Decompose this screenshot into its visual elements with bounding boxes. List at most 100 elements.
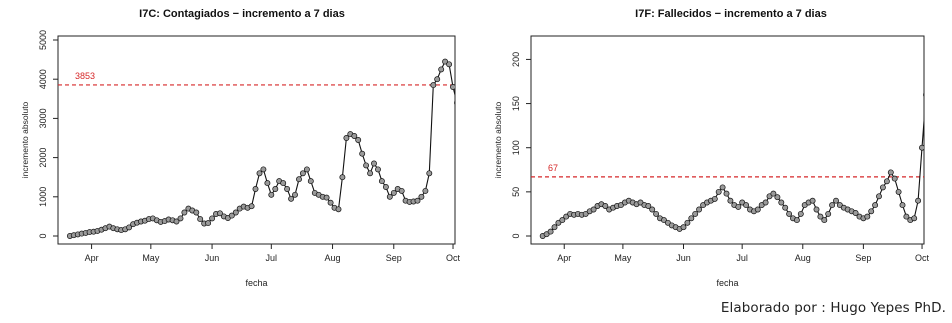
threshold-label: 3853 [75, 71, 95, 81]
data-point [414, 197, 421, 204]
y-tick-label: 1000 [38, 187, 48, 207]
data-point [833, 197, 839, 204]
data-point [228, 212, 235, 219]
x-axis-label: fecha [716, 278, 738, 288]
data-point [248, 203, 255, 210]
y-tick-label: 5000 [38, 30, 48, 50]
data-point [351, 133, 358, 139]
data-point [817, 213, 824, 220]
data-point [935, 61, 940, 66]
data-point [680, 224, 687, 231]
data-point [939, 79, 944, 84]
data-point [268, 191, 275, 198]
y-tick-label: 100 [511, 140, 521, 155]
data-point [126, 224, 133, 231]
y-tick-label: 200 [511, 52, 521, 67]
data-point [770, 190, 777, 197]
data-point [919, 144, 924, 151]
data-point [355, 137, 362, 143]
data-point [852, 210, 859, 216]
data-point [177, 215, 184, 222]
data-point [774, 194, 781, 201]
data-point [727, 197, 734, 204]
author-credit: Elaborado por : Hugo Yepes PhD. [720, 300, 946, 316]
data-point [617, 202, 624, 209]
data-point [692, 210, 699, 217]
data-point [217, 210, 223, 217]
y-tick-label: 3000 [38, 108, 48, 128]
data-point [458, 114, 463, 119]
data-point [711, 195, 718, 202]
x-tick-label: Jul [736, 253, 748, 263]
data-point [899, 202, 906, 209]
y-tick-label: 2000 [38, 148, 48, 168]
series-group [539, 44, 948, 239]
plot-frame [57, 35, 456, 245]
data-point [903, 213, 910, 220]
x-tick-label: Sep [386, 253, 402, 263]
data-point [821, 217, 828, 224]
data-point [555, 219, 562, 226]
x-tick-label: Aug [795, 253, 811, 263]
chart-title: I7C: Contagiados − incremento a 7 dias [139, 8, 345, 20]
data-point [327, 199, 334, 206]
data-point [813, 206, 820, 213]
x-tick-label: Oct [915, 253, 930, 263]
data-point [382, 184, 389, 190]
data-point [719, 184, 726, 191]
data-point [766, 193, 773, 200]
data-point [551, 224, 558, 231]
data-point [883, 178, 890, 185]
data-point [559, 217, 566, 224]
data-point [296, 176, 302, 183]
data-point [288, 195, 295, 202]
data-point [442, 58, 449, 65]
data-point [696, 206, 703, 213]
data-point [684, 219, 691, 226]
data-point [602, 203, 609, 209]
data-point [359, 150, 366, 157]
data-point [430, 82, 437, 89]
data-point [438, 66, 445, 73]
threshold-label: 67 [548, 163, 558, 173]
data-point [864, 213, 871, 220]
data-point [264, 180, 271, 187]
data-point [887, 169, 894, 176]
data-point [943, 101, 948, 106]
data-point [390, 189, 397, 196]
data-point [645, 203, 652, 209]
data-point [895, 188, 902, 195]
data-point [688, 215, 695, 222]
data-point [284, 186, 291, 192]
x-axis-label: fecha [245, 278, 267, 288]
data-point [280, 180, 287, 187]
y-tick-label: 4000 [38, 69, 48, 89]
data-point [335, 206, 342, 213]
chart-2: I7F: Fallecidos − incremento a 7 dias 0 50… [493, 8, 948, 288]
data-point [209, 215, 216, 222]
data-point [829, 202, 836, 209]
data-point [303, 166, 310, 173]
x-tick-label: Jul [266, 253, 278, 263]
x-tick-label: Sep [855, 253, 871, 263]
y-tick-label: 150 [511, 96, 521, 111]
data-point [786, 210, 793, 217]
data-point [876, 193, 882, 200]
data-point [181, 209, 188, 216]
data-point [466, 88, 471, 93]
data-point [879, 184, 886, 191]
data-point [809, 197, 816, 204]
x-tick-label: Jun [205, 253, 220, 263]
data-point [782, 204, 789, 211]
data-point [434, 76, 441, 83]
data-point [754, 206, 761, 213]
data-point [547, 228, 554, 235]
data-point [454, 100, 455, 105]
data-point [778, 199, 785, 206]
data-point [931, 44, 936, 49]
data-point [872, 202, 879, 209]
data-point [649, 206, 656, 213]
y-tick-label: 0 [511, 233, 521, 238]
data-point [307, 178, 314, 185]
